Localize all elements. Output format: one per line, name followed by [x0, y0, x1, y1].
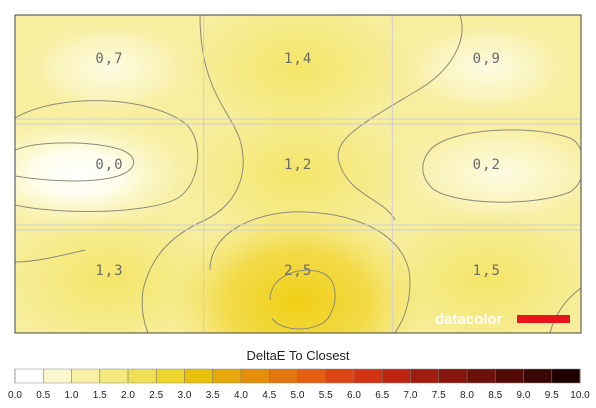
scale-tick-label: 4.0: [234, 390, 248, 401]
cell-value-label: 0,7: [95, 51, 123, 67]
scale-swatch: [297, 369, 327, 383]
scale-tick-label: 5.0: [291, 390, 305, 401]
scale-swatch: [523, 369, 553, 383]
scale-swatch: [156, 369, 185, 383]
scale-tick-label: 3.0: [178, 390, 192, 401]
cell-value-label: 1,3: [95, 263, 123, 279]
cell-labels: 0,7 1,4 0,9 0,0 1,2 0,2 1,3 2,5 1,5: [95, 51, 501, 279]
contour-line: [209, 211, 411, 333]
contour-line: [15, 100, 199, 212]
scale-tick-label: 9.5: [545, 390, 559, 401]
scale-tick-label: 7.0: [404, 390, 418, 401]
scale-swatch: [43, 369, 72, 383]
heatmap-cell-1-1: [188, 104, 408, 244]
cell-value-label: 0,0: [95, 157, 123, 173]
scale-tick-label: 0.0: [8, 390, 22, 401]
contour-line: [337, 15, 463, 221]
contour-line: [15, 142, 134, 182]
scale-tick-label: 4.5: [262, 390, 276, 401]
scale-tick-label: 1.0: [65, 390, 79, 401]
heatmap-cell-0-2: [396, 18, 577, 118]
scale-swatch: [99, 369, 129, 383]
scale-swatch: [551, 369, 581, 383]
datacolor-logo: datacolor: [435, 311, 570, 328]
scale-swatch: [15, 369, 44, 383]
color-scale-bar: [14, 368, 581, 384]
scale-tick-label: 8.0: [460, 390, 474, 401]
scale-tick-label: 3.5: [206, 390, 220, 401]
scale-swatch: [325, 369, 355, 383]
cell-value-label: 1,5: [473, 263, 501, 279]
scale-swatch: [382, 369, 411, 383]
contour-lines: [15, 15, 581, 333]
scale-tick-label: 5.5: [319, 390, 333, 401]
scale-tick-label: 9.0: [517, 390, 531, 401]
heatmap-cell-1-2: [390, 119, 581, 229]
svg-text:datacolor: datacolor: [435, 311, 503, 328]
scale-swatch: [410, 369, 440, 383]
heatmap-cell-2-1: [168, 207, 428, 333]
cell-value-label: 1,2: [284, 157, 312, 173]
scale-swatch: [495, 369, 524, 383]
scale-tick-label: 0.5: [36, 390, 50, 401]
scale-swatch: [128, 369, 157, 383]
cell-value-label: 0,2: [473, 157, 501, 173]
heatmap-cell-0-0: [19, 18, 200, 118]
cell-value-label: 1,4: [284, 51, 312, 67]
contour-line: [269, 269, 336, 330]
scale-tick-label: 7.5: [432, 390, 446, 401]
heatmap-cell-2-2: [376, 210, 581, 333]
contour-line: [549, 287, 581, 333]
scale-tick-label: 10.0: [570, 390, 590, 401]
grid-lines: [15, 15, 581, 333]
contour-line: [141, 15, 244, 333]
scale-tick-label: 6.0: [347, 390, 361, 401]
cell-value-label: 2,5: [284, 263, 312, 279]
scale-swatch: [241, 369, 270, 383]
scale-swatch: [438, 369, 468, 383]
contour-line: [422, 129, 581, 203]
scale-tick-label: 2.5: [149, 390, 163, 401]
scale-title: DeltaE To Closest: [246, 348, 349, 363]
plot-frame: [14, 14, 582, 334]
color-scale-ticks: 0.0 0.5 1.0 1.5 2.0 2.5 3.0 3.5 4.0 4.5 5.0 5.5 6.0 6…: [8, 369, 590, 401]
scale-swatch: [467, 369, 496, 383]
scale-tick-label: 2.0: [121, 390, 135, 401]
heatmap-color-field: [15, 15, 581, 333]
scale-tick-label: 6.5: [375, 390, 389, 401]
contour-line: [15, 249, 86, 263]
scale-tick-label: 1.5: [93, 390, 107, 401]
scale-swatch: [71, 369, 101, 383]
scale-swatch: [212, 369, 242, 383]
scale-tick-label: 8.5: [488, 390, 502, 401]
cell-value-label: 0,9: [473, 51, 501, 67]
scale-swatch: [354, 369, 383, 383]
heatmap-cell-0-1: [188, 15, 408, 138]
heatmap-plot: 0,7 1,4 0,9 0,0 1,2 0,2 1,3 2,5 1,5: [15, 15, 581, 333]
scale-swatch: [269, 369, 298, 383]
scale-swatch: [184, 369, 214, 383]
